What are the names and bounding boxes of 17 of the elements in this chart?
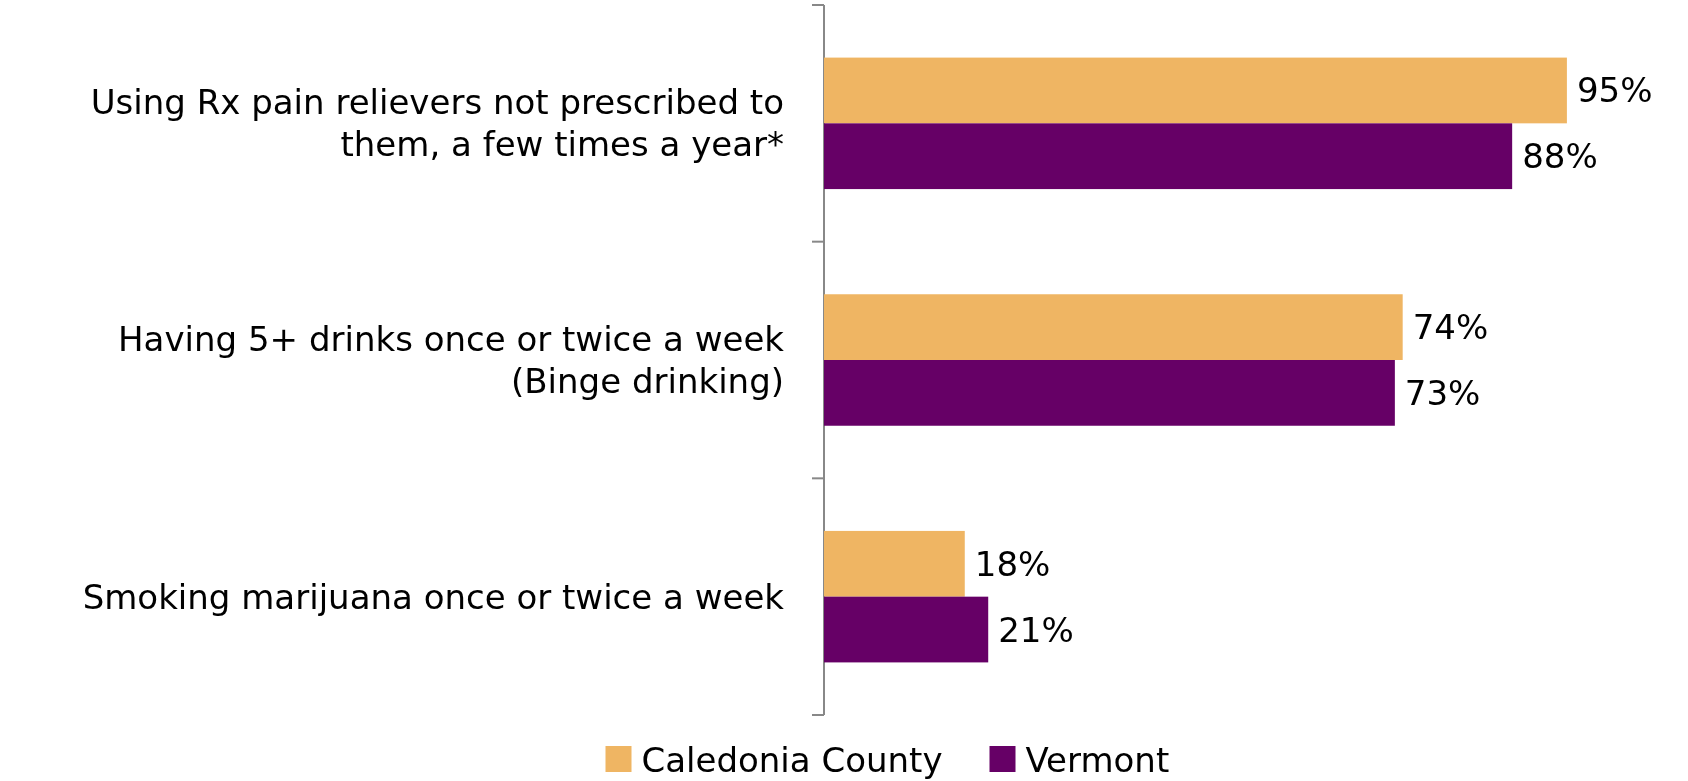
data-label: 21%	[998, 609, 1074, 650]
data-label: 18%	[974, 543, 1051, 584]
y-tick-label: Having 5+ drinks once or twice a week (Binge drinking)	[118, 319, 785, 401]
bar	[824, 360, 1395, 426]
data-label: 88%	[1522, 136, 1598, 177]
bar	[824, 123, 1513, 190]
data-label: 73%	[1404, 372, 1481, 413]
bar	[824, 294, 1403, 360]
legend-label: Caledonia County	[641, 740, 943, 780]
data-label: 95%	[1576, 70, 1653, 111]
bar	[824, 530, 965, 597]
y-tick-label: Smoking marijuana once or twice a week	[82, 576, 785, 617]
y-tick-label: Using Rx pain relievers not prescribed to them, a few times a year*	[90, 82, 784, 165]
legend-label: Vermont	[1025, 740, 1170, 780]
bar	[824, 596, 989, 663]
data-label: 74%	[1412, 307, 1489, 348]
bar	[824, 57, 1567, 124]
